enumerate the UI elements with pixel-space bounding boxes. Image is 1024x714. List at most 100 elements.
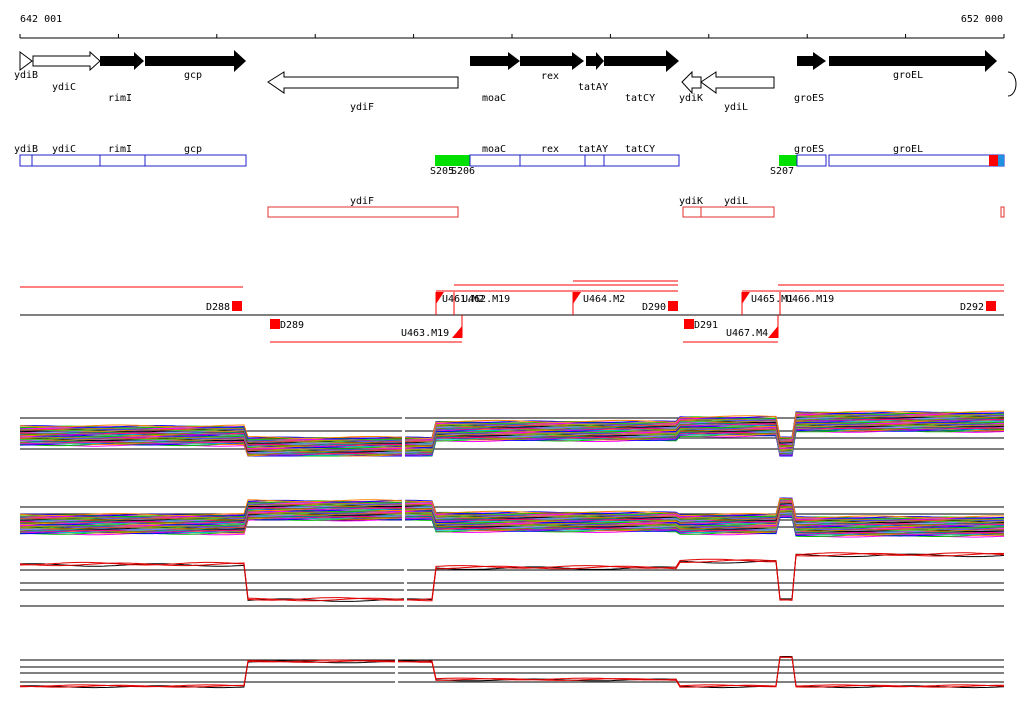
gene-arrow-rimI[interactable]: [100, 52, 144, 70]
segment-marker-U467[interactable]: [768, 326, 778, 338]
profile-trace: [19, 410, 1004, 439]
box-label-tatAY: tatAY: [578, 144, 608, 155]
gene-label-ydiK: ydiK: [679, 93, 703, 104]
profile-trace: [19, 656, 1004, 688]
segment-marker-D291[interactable]: [684, 319, 694, 329]
gene-label-gcp: gcp: [184, 70, 202, 81]
segment-marker-U464[interactable]: [573, 292, 581, 304]
gene-arrow-moaC[interactable]: [470, 52, 520, 70]
box-ydiL[interactable]: [700, 206, 775, 218]
gene-label-ydiF: ydiF: [350, 102, 374, 113]
segment-marker-U461[interactable]: [436, 292, 444, 304]
box-label-gcp: gcp: [184, 144, 202, 155]
box-label-rex: rex: [541, 144, 559, 155]
profile-trace: [19, 427, 1005, 456]
gene-label-groES: groES: [794, 93, 824, 104]
promoter-S207[interactable]: [779, 155, 797, 166]
profile-gap: [402, 490, 405, 544]
segment-label-U462: U462.M19: [462, 294, 510, 305]
profile-trace: [19, 656, 1005, 689]
gene-label-tatAY: tatAY: [578, 82, 608, 93]
gene-arrow-groES[interactable]: [797, 52, 826, 70]
box-label-tatCY: tatCY: [625, 144, 655, 155]
segment-marker-D288[interactable]: [232, 301, 242, 311]
expression-profiles: [19, 406, 1005, 699]
gene-arrow-tatCY[interactable]: [604, 50, 679, 72]
profile-gap: [404, 544, 407, 616]
box-groES[interactable]: [796, 154, 827, 167]
profile-trace: [19, 514, 1005, 536]
profile-trace: [19, 504, 1004, 525]
gene-arrow-track: ydiB ydiC rimI gcp ydiF moaC rex tatAY t…: [14, 50, 1017, 113]
gene-arrow-gcp[interactable]: [145, 50, 246, 72]
box-label-ydiK: ydiK: [679, 196, 703, 207]
gene-label-rex: rex: [541, 71, 559, 82]
profile-panel-reverse-strand-average: [19, 646, 1005, 699]
segment-label-D288: D288: [206, 302, 230, 313]
promoter-label-S205: S205: [430, 166, 454, 177]
gene-arrow-tatAY[interactable]: [586, 52, 604, 70]
profile-trace: [19, 505, 1005, 526]
box-partial-edge: [1000, 206, 1005, 218]
profile-trace: [19, 417, 1004, 446]
box-tatCY[interactable]: [603, 154, 680, 167]
ruler-start-label: 642 001: [20, 14, 62, 25]
gene-arrow-rex[interactable]: [520, 52, 584, 70]
box-label-ydiC: ydiC: [52, 144, 76, 155]
segment-marker-U465[interactable]: [742, 292, 750, 304]
segment-label-D290: D290: [642, 302, 666, 313]
segment-marker-D289[interactable]: [270, 319, 280, 329]
box-ydiC[interactable]: [31, 154, 101, 167]
segment-marker-D290[interactable]: [668, 301, 678, 311]
segment-marker-U463[interactable]: [452, 326, 462, 338]
profile-panel-forward-strand-average: [19, 544, 1005, 616]
gene-label-tatCY: tatCY: [625, 93, 655, 104]
segment-label-D292: D292: [960, 302, 984, 313]
gene-label-rimI: rimI: [108, 93, 132, 104]
box-label-moaC: moaC: [482, 144, 506, 155]
ruler-end-label: 652 000: [961, 14, 1003, 25]
promoter-S205-S206[interactable]: [435, 155, 470, 166]
segment-label-U467: U467.M4: [726, 328, 768, 339]
gene-arrow-groEL[interactable]: [829, 50, 997, 72]
gene-arrow-partial-edge: [1007, 71, 1017, 97]
segment-label-D291: D291: [694, 320, 718, 331]
profile-panel-reverse-strand-expression: [19, 490, 1005, 544]
box-groEL[interactable]: [828, 154, 1005, 167]
segment-label-U461: U461.M2: [442, 294, 484, 305]
box-marker-blue: [998, 155, 1004, 166]
gene-arrow-ydiL[interactable]: [700, 71, 775, 94]
segment-marker-D292[interactable]: [986, 301, 996, 311]
profile-trace: [19, 497, 1004, 519]
gene-arrow-ydiF[interactable]: [267, 71, 459, 94]
box-rex[interactable]: [519, 154, 586, 167]
gene-label-groEL: groEL: [893, 70, 923, 81]
box-gcp[interactable]: [144, 154, 247, 167]
box-rimI[interactable]: [99, 154, 146, 167]
gene-arrow-ydiC[interactable]: [32, 50, 101, 72]
promoter-label-S206: S206: [451, 166, 475, 177]
coordinate-ruler: 642 001 652 000: [19, 14, 1005, 39]
box-tatAY[interactable]: [584, 154, 605, 167]
box-ydiK[interactable]: [682, 206, 702, 218]
promoter-label-S207: S207: [770, 166, 794, 177]
gene-label-ydiL: ydiL: [724, 102, 748, 113]
reverse-annotation-track: ydiF ydiK ydiL: [267, 196, 1005, 218]
box-ydiB[interactable]: [19, 154, 33, 167]
profile-trace: [19, 418, 1005, 447]
gene-arrow-ydiB[interactable]: [19, 51, 33, 71]
gene-label-moaC: moaC: [482, 93, 506, 104]
gene-label-ydiB: ydiB: [14, 70, 38, 81]
box-moaC[interactable]: [469, 154, 521, 167]
box-ydiF[interactable]: [267, 206, 459, 218]
box-label-ydiB: ydiB: [14, 144, 38, 155]
segment-label-U463: U463.M19: [401, 328, 449, 339]
box-label-rimI: rimI: [108, 144, 132, 155]
box-label-ydiF: ydiF: [350, 196, 374, 207]
gene-arrow-ydiK[interactable]: [681, 70, 702, 95]
gene-label-ydiC: ydiC: [52, 82, 76, 93]
segment-label-U466: U466.M19: [786, 294, 834, 305]
segment-label-D289: D289: [280, 320, 304, 331]
profile-trace: [19, 552, 1005, 602]
